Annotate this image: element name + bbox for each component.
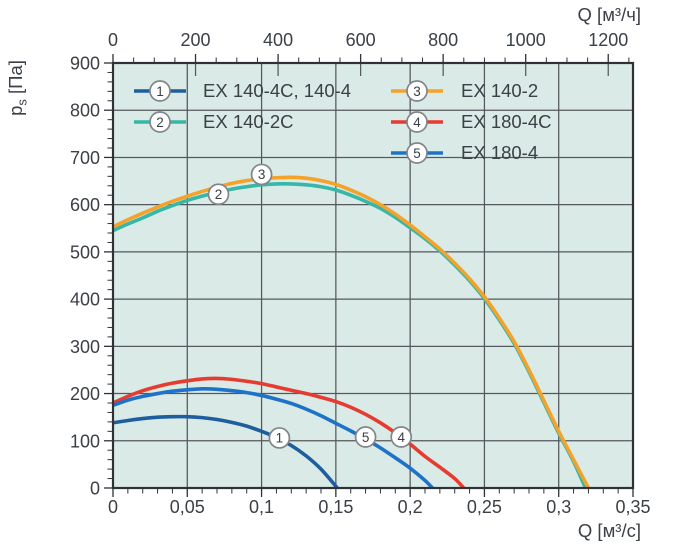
legend-label: EX 140-4C, 140-4 <box>203 80 351 101</box>
legend-label: EX 140-2C <box>203 111 294 132</box>
top-tick-label: 0 <box>108 30 118 50</box>
curve-ex-140-4c-140-4 <box>113 414 340 488</box>
top-tick-label: 200 <box>181 30 211 50</box>
bottom-tick-label: 0,15 <box>318 497 353 517</box>
curve-marker-3-number: 3 <box>258 167 266 182</box>
left-tick-label: 900 <box>70 54 100 74</box>
curve-marker-3-circle <box>250 163 273 186</box>
gridlines <box>113 63 633 488</box>
curve-marker-5-number: 5 <box>362 430 370 445</box>
curve-ex-140-2 <box>113 175 591 488</box>
curve-marker-1-number: 1 <box>276 431 284 446</box>
legend-marker-1-number: 1 <box>156 84 164 99</box>
legend-item-ex-140-2c: 2 EX 140-2C <box>134 111 294 133</box>
svg-text:ps [Па]: ps [Па] <box>5 60 30 116</box>
bottom-tick-label: 0,3 <box>546 497 571 517</box>
curve-marker-5-circle <box>354 426 377 448</box>
bottom-tick-label: 0,35 <box>615 497 650 517</box>
left-tick-label: 800 <box>70 101 100 121</box>
curve-marker-4-circle <box>390 426 413 448</box>
top-tick-label: 1200 <box>588 30 628 50</box>
top-tick-label: 400 <box>263 30 293 50</box>
legend-item-ex-180-4c: 4 EX 180-4C <box>391 111 552 133</box>
curve-markers: 1 2 3 4 5 <box>207 163 413 449</box>
legend-item-ex-180-4: 5 EX 180-4 <box>391 142 538 164</box>
bottom-tick-label: 0,25 <box>467 497 502 517</box>
legend-marker-4-circle <box>406 111 428 133</box>
legend-marker-2-number: 2 <box>156 115 164 130</box>
top-tick-label: 800 <box>428 30 458 50</box>
curves <box>113 175 591 488</box>
axis-ticks <box>104 54 634 497</box>
bottom-tick-label: 0,2 <box>398 497 423 517</box>
legend-marker-5-number: 5 <box>413 146 421 161</box>
legend-item-ex-140-2: 3 EX 140-2 <box>391 80 538 102</box>
legend-marker-1-circle <box>149 80 171 102</box>
curve-marker-4-number: 4 <box>397 430 405 445</box>
bottom-tick-label: 0,1 <box>249 497 274 517</box>
curve-ex-180-4 <box>113 387 435 488</box>
curve-ex-180-4c <box>113 376 466 488</box>
legend-marker-5-circle <box>406 142 428 164</box>
curve-marker-2-circle <box>207 183 230 206</box>
bottom-tick-label: 0 <box>108 497 118 517</box>
left-tick-label: 0 <box>90 479 100 499</box>
bottom-axis-title: Q [м³/с] <box>578 520 641 541</box>
left-tick-label: 300 <box>70 337 100 357</box>
legend-marker-3-circle <box>406 80 428 102</box>
legend-label: EX 180-4C <box>461 111 552 132</box>
curve-marker-2-number: 2 <box>215 187 223 202</box>
left-tick-label: 400 <box>70 290 100 310</box>
curve-marker-1-circle <box>268 427 291 449</box>
legend-marker-4-number: 4 <box>413 115 421 130</box>
left-axis-title: ps [Па] <box>5 60 30 116</box>
left-tick-label: 200 <box>70 384 100 404</box>
legend: 1 EX 140-4C, 140-4 2 EX 140-2C 3 EX 140-2 4 EX … <box>134 80 552 164</box>
top-axis-title: Q [м³/ч] <box>578 4 641 25</box>
plot-frame <box>111 61 635 490</box>
left-tick-label: 500 <box>70 242 100 262</box>
axis-tick-labels: 0 100 200 300 400 500 600 700 800 900 0 0,05 0,1 0,15… <box>70 30 651 517</box>
legend-label: EX 180-4 <box>461 142 538 163</box>
legend-marker-3-number: 3 <box>413 84 421 99</box>
chart-built-layers: 0 100 200 300 400 500 600 700 800 900 0 0,05 0,1 0,15… <box>70 30 651 517</box>
bottom-tick-label: 0,05 <box>170 497 205 517</box>
legend-label: EX 140-2 <box>461 80 538 101</box>
legend-marker-2-circle <box>149 111 171 133</box>
top-tick-label: 600 <box>346 30 376 50</box>
left-tick-label: 100 <box>70 431 100 451</box>
left-tick-label: 700 <box>70 148 100 168</box>
left-tick-label: 600 <box>70 195 100 215</box>
legend-item-ex-140-4c-140-4: 1 EX 140-4C, 140-4 <box>134 80 351 102</box>
top-tick-label: 1000 <box>506 30 546 50</box>
